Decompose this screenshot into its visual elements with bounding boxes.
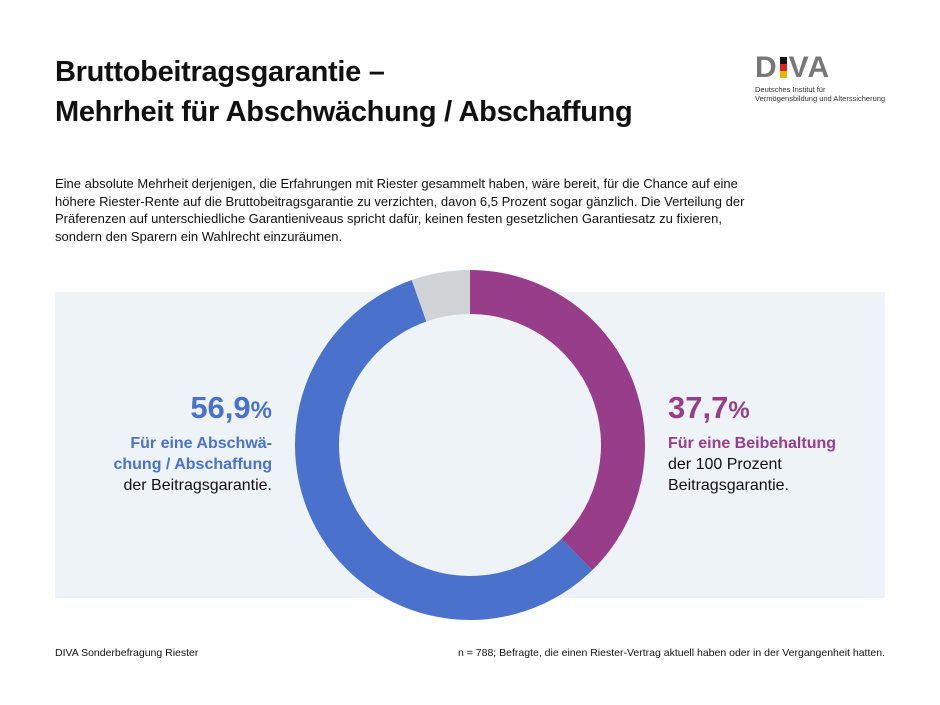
donut-slice-0	[470, 270, 646, 571]
label-beibehaltung: 37,7% Für eine Beibehaltung der 100 Proz…	[668, 388, 836, 496]
source-text: DIVA Sonderbefragung Riester	[55, 647, 199, 659]
label-line: der 100 Prozent	[668, 456, 782, 473]
label-line: Für eine Beibehaltung	[668, 435, 837, 452]
donut-slice-2	[411, 270, 470, 322]
label-line: chung / Abschaffung	[113, 456, 272, 473]
label-line: Beitragsgarantie.	[668, 477, 789, 494]
label-abschwaechung: 56,9% Für eine Abschwä- chung / Abschaff…	[113, 388, 272, 496]
title-line-1: Bruttobeitragsgarantie –	[55, 56, 385, 88]
pct-unit: %	[728, 397, 750, 424]
logo-subtitle-1: Deutsches Institut für	[755, 85, 826, 94]
logo-text-d: D	[755, 51, 778, 84]
pct-unit: %	[250, 397, 272, 424]
pct-value: 37,7	[668, 390, 729, 425]
label-line: Für eine Abschwä-	[130, 435, 272, 452]
pct-value: 56,9	[190, 390, 251, 425]
donut-slice-1	[295, 279, 593, 620]
sample-note: n = 788; Befragte, die einen Riester-Ver…	[457, 647, 885, 659]
title-line-2: Mehrheit für Abschwächung / Abschaffung	[55, 96, 633, 128]
logo-text-va: VA	[788, 51, 831, 84]
chart-panel	[55, 292, 885, 598]
label-line: der Beitragsgarantie.	[123, 477, 272, 494]
intro-text: Eine absolute Mehrheit derjenigen, die E…	[55, 176, 745, 244]
logo-subtitle-2: Vermögensbildung und Alterssicherung	[755, 94, 886, 103]
diva-logo: D VA Deutsches Institut für Vermögensbildu…	[755, 51, 895, 104]
flag-icon	[779, 54, 787, 78]
page-title: Bruttobeitragsgarantie – Mehrheit für Ab…	[55, 52, 633, 132]
